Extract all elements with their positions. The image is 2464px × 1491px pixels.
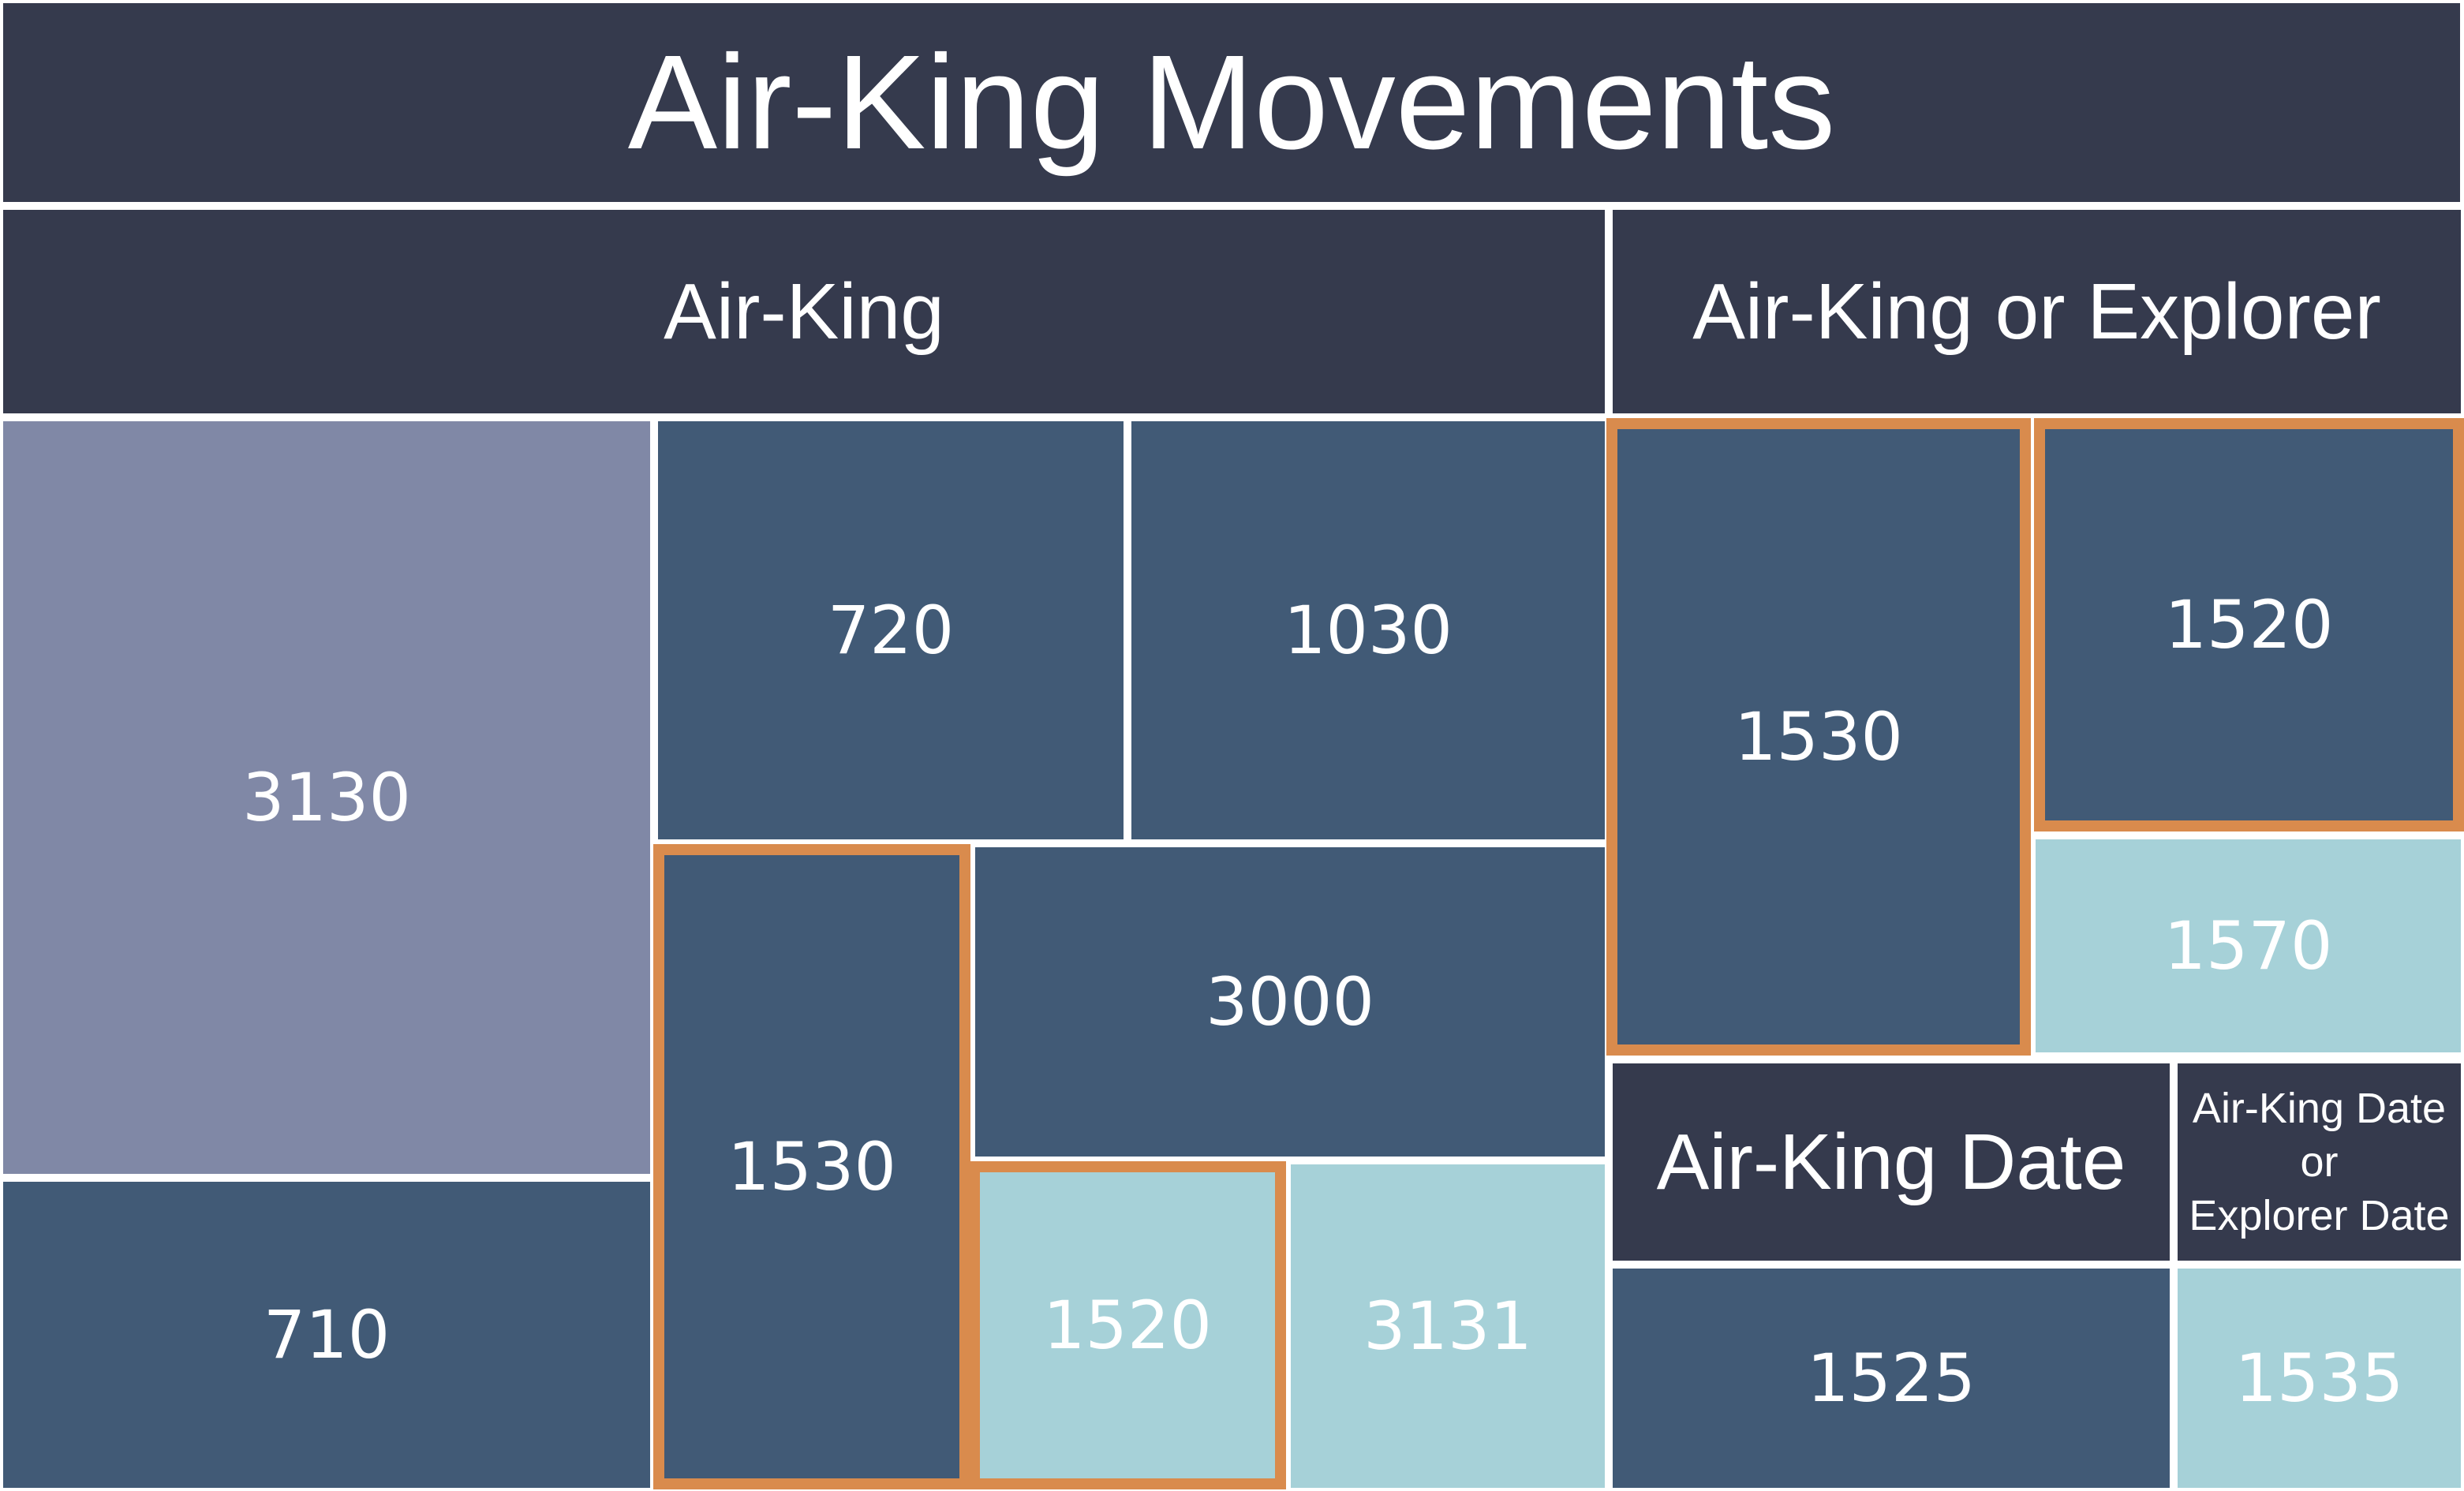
tile-3000-label: 3000 xyxy=(1206,963,1374,1041)
tile-1525: 1525 xyxy=(1613,1269,2170,1488)
group-header-air-king-date-label: Air-King Date xyxy=(1656,1117,2126,1206)
tile-1570: 1570 xyxy=(2036,839,2461,1052)
group-header-air-king-label: Air-King xyxy=(664,267,944,356)
tile-1520-air-king-label: 1520 xyxy=(1043,1287,1212,1364)
tile-3130: 3130 xyxy=(3,421,650,1174)
group-header-line-2: or xyxy=(2300,1138,2339,1186)
tile-3131: 3131 xyxy=(1291,1164,1605,1488)
tile-1520-explorer-label: 1520 xyxy=(2164,586,2334,663)
group-header-air-king-date: Air-King Date xyxy=(1613,1063,2170,1261)
tile-3000: 3000 xyxy=(975,847,1605,1157)
tile-1530-air-king-label: 1530 xyxy=(727,1128,896,1205)
tile-1535: 1535 xyxy=(2178,1269,2461,1488)
group-header-air-king: Air-King xyxy=(3,210,1605,413)
tile-710: 710 xyxy=(3,1182,650,1488)
tile-1520-explorer: 1520 xyxy=(2034,418,2464,831)
group-header-air-king-or-explorer: Air-King or Explorer xyxy=(1613,210,2461,413)
tile-1530-explorer-label: 1530 xyxy=(1734,698,1903,775)
tile-3130-label: 3130 xyxy=(242,759,411,836)
tile-1520-air-king: 1520 xyxy=(969,1161,1286,1489)
tile-720-label: 720 xyxy=(827,592,955,669)
group-header-line-1: Air-King Date xyxy=(2192,1085,2447,1132)
group-header-line-3: Explorer Date xyxy=(2189,1192,2450,1239)
tile-1525-label: 1525 xyxy=(1807,1340,1976,1417)
page-title: Air-King Movements xyxy=(3,3,2460,202)
tile-1030-label: 1030 xyxy=(1284,592,1453,669)
tile-1530-air-king: 1530 xyxy=(653,844,970,1489)
tile-720: 720 xyxy=(658,421,1124,839)
tile-1530-explorer: 1530 xyxy=(1606,418,2031,1056)
tile-1535-label: 1535 xyxy=(2234,1340,2404,1417)
tile-710-label: 710 xyxy=(263,1296,391,1373)
group-header-air-king-or-explorer-label: Air-King or Explorer xyxy=(1692,267,2381,356)
tile-1030: 1030 xyxy=(1131,421,1605,839)
group-header-air-king-date-or-explorer-date: Air-King Date or Explorer Date xyxy=(2178,1063,2461,1261)
tile-3131-label: 3131 xyxy=(1363,1287,1532,1365)
tile-1570-label: 1570 xyxy=(2163,907,2333,985)
page-title-text: Air-King Movements xyxy=(627,28,1836,178)
